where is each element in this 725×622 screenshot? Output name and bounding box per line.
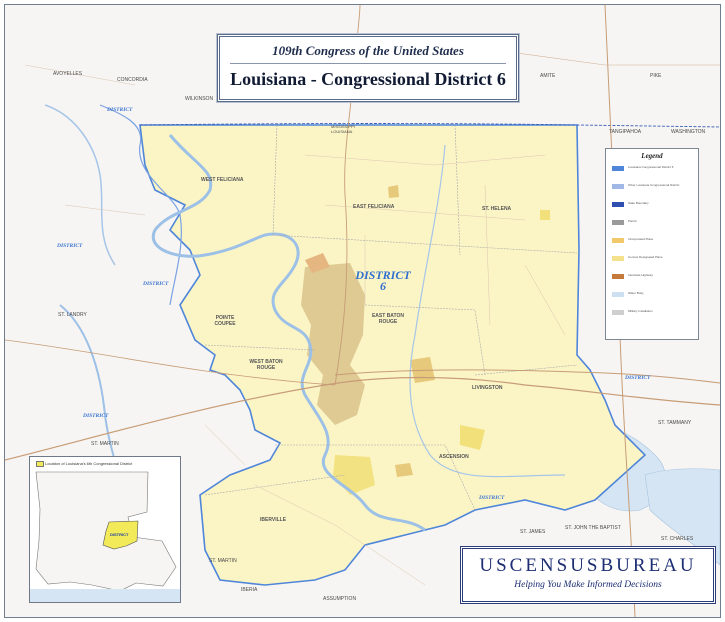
legend-swatch	[612, 256, 624, 261]
legend-label: Louisiana Congressional District 6	[628, 165, 674, 169]
parish-label-ascension: ASCENSION	[439, 454, 469, 460]
parish-label-st-charles: ST. CHARLES	[661, 536, 694, 542]
parish-label-st-tammany: ST. TAMMANY	[658, 420, 692, 426]
legend-item: Parish	[612, 219, 694, 227]
inset-district-label: DISTRICT	[110, 532, 129, 537]
district-label-west-upper: DISTRICT	[57, 243, 83, 249]
baton-rouge-urban	[301, 263, 365, 425]
parish-label-pointe-coupee: POINTE COUPEE	[214, 315, 236, 327]
legend-swatch	[612, 292, 624, 297]
parish-lines	[204, 124, 578, 511]
district-6-label: DISTRICT 6	[353, 268, 413, 293]
legend-label: Incorporated Place	[628, 237, 654, 241]
parish-label-concordia: CONCORDIA	[117, 77, 148, 83]
legend-swatch	[612, 166, 624, 171]
sorrento-urban	[395, 463, 413, 477]
legend-swatch	[612, 220, 624, 225]
inset-district-6	[102, 520, 139, 550]
map-canvas	[5, 5, 720, 617]
district-6-number: 6	[380, 279, 386, 293]
legend-swatch	[612, 184, 624, 189]
district-6-word: DISTRICT	[355, 268, 411, 282]
title-divider	[230, 63, 506, 64]
parish-label-livingston: LIVINGSTON	[472, 385, 503, 391]
census-bureau-tagline: Helping You Make Informed Decisions	[514, 580, 662, 590]
legend-item: State Boundary	[612, 201, 694, 209]
lake-pontchartrain	[644, 468, 720, 566]
inset-water	[30, 589, 180, 602]
parish-label-st-landry: ST. LANDRY	[58, 312, 87, 318]
legend-swatch	[612, 310, 624, 315]
district-boundary-west	[99, 104, 182, 306]
legend-item: Water Body	[612, 291, 694, 299]
legend-label: Military Installation	[628, 309, 653, 313]
legend-swatch	[612, 238, 624, 243]
legend-item: Interstate Highway	[612, 273, 694, 281]
amite-river	[409, 144, 566, 478]
parish-label-assumption: ASSUMPTION	[323, 596, 357, 602]
mississippi-river	[151, 134, 426, 532]
legend-swatch	[612, 274, 624, 279]
legend-label: State Boundary	[628, 201, 649, 205]
map-title: Louisiana - Congressional District 6	[230, 69, 506, 89]
county-label-pike: PIKE	[650, 73, 662, 79]
state-line-label: MISSISSIPPI LOUISIANA	[331, 124, 355, 134]
legend-item: Louisiana Congressional District 6	[612, 165, 694, 173]
parish-label-st-helena: ST. HELENA	[482, 206, 512, 212]
legend-swatch	[612, 202, 624, 207]
census-bureau-name: USCENSUSBUREAU	[479, 555, 697, 576]
district-boundary-north	[139, 123, 720, 128]
legend-label: Interstate Highway	[628, 273, 653, 277]
district-label-west-lower: DISTRICT	[83, 413, 109, 419]
inset-caption: Location of Louisiana's 6th Congressiona…	[45, 461, 133, 466]
county-label-wilkinson: WILKINSON	[185, 96, 214, 102]
walker-urban	[460, 425, 485, 450]
clinton-urban	[388, 185, 399, 198]
district-label-east: DISTRICT	[625, 375, 651, 381]
parish-label-iberia: IBERIA	[241, 587, 258, 593]
legend-item: Census Designated Place	[612, 255, 694, 263]
census-bureau-logo: USCENSUSBUREAU Helping You Make Informed…	[460, 546, 716, 604]
inset-key-swatch	[36, 461, 44, 467]
local-roads	[24, 64, 566, 586]
parish-label-st-martin-south: ST. MARTIN	[209, 558, 237, 564]
interstate-10	[5, 376, 720, 461]
parish-label-east-baton-rouge: EAST BATON ROUGE	[371, 313, 405, 325]
parish-label-avoyelles: AVOYELLES	[53, 71, 83, 77]
parish-label-iberville: IBERVILLE	[260, 517, 287, 523]
parish-label-st-martin-north: ST. MARTIN	[91, 441, 119, 447]
inset-louisiana-map	[30, 471, 180, 602]
legend-label: Parish	[628, 219, 637, 223]
west-river	[44, 104, 116, 266]
parish-label-east-feliciana: EAST FELICIANA	[353, 204, 395, 210]
parish-label-west-feliciana: WEST FELICIANA	[201, 177, 244, 183]
legend-item: Other Louisiana Congressional District	[612, 183, 694, 191]
zachary-urban	[305, 253, 330, 273]
greensburg-urban	[540, 210, 550, 220]
map-subtitle: 109th Congress of the United States	[272, 43, 464, 58]
interstate-12	[334, 369, 720, 384]
legend-item: Military Installation	[612, 309, 694, 317]
parish-label-st-james: ST. JAMES	[520, 529, 546, 535]
parish-label-tangipahoa: TANGIPAHOA	[609, 129, 642, 135]
district-label-nw: DISTRICT	[107, 107, 133, 113]
highway-190	[5, 339, 336, 386]
district-label-west-mid: DISTRICT	[143, 281, 169, 287]
legend-label: Water Body	[628, 291, 644, 295]
legend-label: Other Louisiana Congressional District	[628, 183, 680, 187]
district-label-south: DISTRICT	[479, 495, 505, 501]
map-frame: 109th Congress of the United States Loui…	[4, 4, 721, 618]
parish-label-washington: WASHINGTON	[671, 129, 706, 135]
parish-label-st-john: ST. JOHN THE BAPTIST	[565, 525, 621, 531]
legend-label: Census Designated Place	[628, 255, 663, 259]
map-legend: Legend Louisiana Congressional District …	[605, 148, 699, 340]
legend-title: Legend	[641, 152, 663, 160]
locator-inset: Location of Louisiana's 6th Congressiona…	[29, 456, 181, 603]
legend-item: Incorporated Place	[612, 237, 694, 245]
parish-label-west-baton-rouge: WEST BATON ROUGE	[249, 359, 283, 371]
map-title-box: 109th Congress of the United States Loui…	[217, 34, 519, 102]
county-label-amite: AMITE	[540, 73, 556, 79]
